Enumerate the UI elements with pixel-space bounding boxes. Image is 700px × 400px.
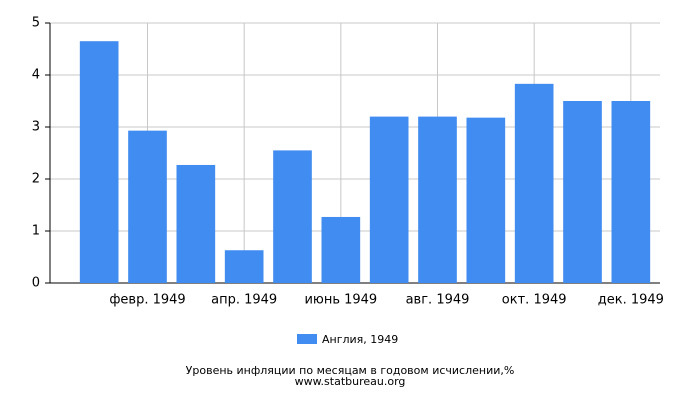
bar [611, 101, 651, 283]
bar [466, 117, 506, 283]
y-tick-label: 3 [32, 120, 40, 135]
chart-title: Уровень инфляции по месяцам в годовом ис… [186, 364, 515, 377]
y-tick-label: 5 [32, 16, 40, 31]
bar [176, 164, 216, 283]
y-tick-label: 0 [32, 276, 40, 291]
bar [514, 83, 554, 283]
y-tick-label: 2 [32, 172, 40, 187]
legend-label: Англия, 1949 [322, 333, 398, 346]
bar [321, 216, 361, 283]
bar [369, 116, 409, 283]
y-tick-label: 1 [32, 224, 40, 239]
bar [224, 250, 264, 283]
y-tick-label: 4 [32, 68, 40, 83]
bar [418, 116, 457, 283]
x-tick-label: авг. 1949 [406, 293, 470, 308]
x-tick-label: февр. 1949 [109, 293, 185, 308]
legend-swatch [297, 334, 317, 344]
bar [563, 101, 602, 283]
x-tick-label: апр. 1949 [211, 293, 277, 308]
bar [79, 41, 119, 284]
bar [128, 130, 167, 283]
x-tick-label: окт. 1949 [502, 293, 567, 308]
bar [273, 150, 312, 283]
chart-subtitle: www.statbureau.org [295, 375, 406, 388]
x-tick-label: дек. 1949 [598, 293, 664, 308]
x-tick-label: июнь 1949 [304, 293, 377, 308]
